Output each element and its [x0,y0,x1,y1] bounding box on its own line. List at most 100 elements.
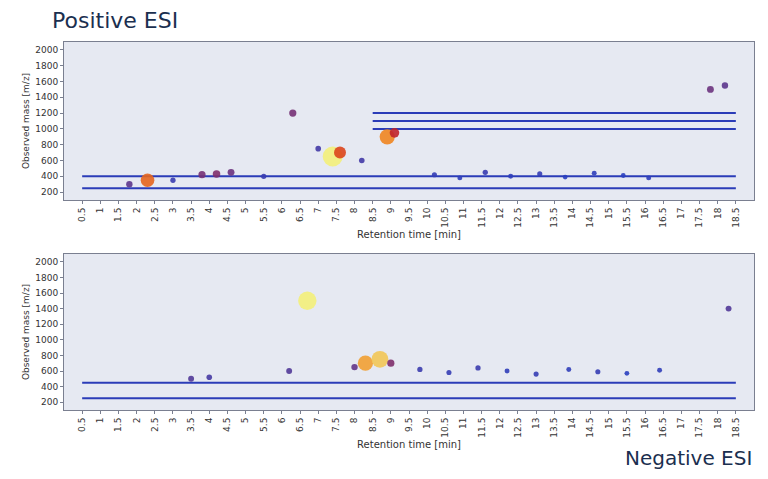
svg-text:8: 8 [349,207,359,213]
svg-text:2.5: 2.5 [150,208,160,222]
svg-text:13: 13 [531,418,541,429]
svg-text:800: 800 [41,351,58,361]
svg-text:9: 9 [386,207,396,213]
svg-text:15.5: 15.5 [622,208,632,228]
svg-text:18.5: 18.5 [731,208,741,228]
svg-text:5.5: 5.5 [259,208,269,222]
svg-text:1.5: 1.5 [113,418,123,432]
svg-text:200: 200 [41,397,58,407]
svg-text:10.5: 10.5 [440,208,450,228]
svg-text:10: 10 [422,207,432,219]
svg-text:4: 4 [204,207,214,213]
svg-text:0.5: 0.5 [77,208,87,222]
svg-text:3: 3 [168,208,178,214]
svg-text:Observed mass [m/z]: Observed mass [m/z] [21,73,31,169]
svg-text:8: 8 [349,417,359,423]
svg-text:11: 11 [458,208,468,219]
svg-text:6: 6 [277,417,287,423]
svg-text:2000: 2000 [35,45,58,55]
svg-text:1.5: 1.5 [113,208,123,222]
svg-text:9: 9 [386,417,396,423]
svg-text:18: 18 [713,417,723,429]
svg-text:1200: 1200 [35,108,58,118]
svg-text:2: 2 [132,418,142,424]
svg-text:600: 600 [41,366,58,376]
svg-text:Retention time [min]: Retention time [min] [357,439,461,450]
svg-text:12.5: 12.5 [513,418,523,438]
svg-text:1000: 1000 [35,124,58,134]
svg-text:15: 15 [604,418,614,429]
svg-text:6: 6 [277,207,287,213]
svg-text:12.5: 12.5 [513,208,523,228]
svg-text:4.5: 4.5 [222,418,232,432]
svg-text:16: 16 [640,417,650,429]
svg-text:13.5: 13.5 [549,418,559,438]
svg-text:5: 5 [241,418,251,424]
svg-text:1600: 1600 [35,77,58,87]
svg-text:7: 7 [313,418,323,424]
svg-text:8.5: 8.5 [368,418,378,432]
svg-text:17: 17 [676,208,686,219]
svg-text:5: 5 [241,208,251,214]
svg-text:4: 4 [204,417,214,423]
svg-text:13.5: 13.5 [549,208,559,228]
svg-text:17.5: 17.5 [694,418,704,438]
svg-text:15.5: 15.5 [622,418,632,438]
svg-text:6.5: 6.5 [295,208,305,222]
svg-text:17.5: 17.5 [694,208,704,228]
svg-text:Negative ESI: Negative ESI [625,446,752,470]
svg-text:9.5: 9.5 [404,208,414,222]
svg-text:1800: 1800 [35,273,58,283]
svg-text:12: 12 [495,418,505,429]
svg-text:400: 400 [41,171,58,181]
svg-text:1200: 1200 [35,319,58,329]
svg-text:4.5: 4.5 [222,208,232,222]
svg-text:2: 2 [132,208,142,214]
svg-text:16.5: 16.5 [658,418,668,438]
svg-text:13: 13 [531,208,541,219]
svg-text:15: 15 [604,208,614,219]
svg-text:1: 1 [95,418,105,424]
svg-text:1: 1 [95,208,105,214]
svg-text:Retention time [min]: Retention time [min] [357,229,461,240]
svg-text:1000: 1000 [35,335,58,345]
svg-text:8.5: 8.5 [368,208,378,222]
svg-text:200: 200 [41,187,58,197]
svg-text:Observed mass [m/z]: Observed mass [m/z] [21,284,31,380]
svg-text:5.5: 5.5 [259,418,269,432]
svg-text:12: 12 [495,208,505,219]
svg-text:400: 400 [41,382,58,392]
svg-text:11.5: 11.5 [477,208,487,228]
svg-text:800: 800 [41,140,58,150]
svg-text:14: 14 [567,207,577,219]
svg-text:10.5: 10.5 [440,418,450,438]
svg-text:1800: 1800 [35,61,58,71]
svg-text:7.5: 7.5 [331,208,341,222]
svg-text:1600: 1600 [35,288,58,298]
svg-text:3.5: 3.5 [186,208,196,222]
svg-text:11.5: 11.5 [477,418,487,438]
svg-text:6.5: 6.5 [295,418,305,432]
svg-text:1400: 1400 [35,304,58,314]
svg-text:14.5: 14.5 [586,208,596,228]
svg-text:14.5: 14.5 [586,418,596,438]
svg-text:11: 11 [458,418,468,429]
svg-text:600: 600 [41,156,58,166]
svg-text:0.5: 0.5 [77,418,87,432]
svg-text:16.5: 16.5 [658,208,668,228]
svg-text:Positive ESI: Positive ESI [52,8,178,33]
svg-text:7: 7 [313,208,323,214]
svg-text:16: 16 [640,207,650,219]
svg-text:2000: 2000 [35,257,58,267]
svg-text:18.5: 18.5 [731,418,741,438]
svg-text:9.5: 9.5 [404,418,414,432]
svg-text:3: 3 [168,418,178,424]
svg-text:17: 17 [676,418,686,429]
svg-text:10: 10 [422,417,432,429]
svg-text:2.5: 2.5 [150,418,160,432]
svg-text:3.5: 3.5 [186,418,196,432]
svg-text:7.5: 7.5 [331,418,341,432]
svg-text:14: 14 [567,417,577,429]
svg-text:1400: 1400 [35,92,58,102]
svg-text:18: 18 [713,207,723,219]
